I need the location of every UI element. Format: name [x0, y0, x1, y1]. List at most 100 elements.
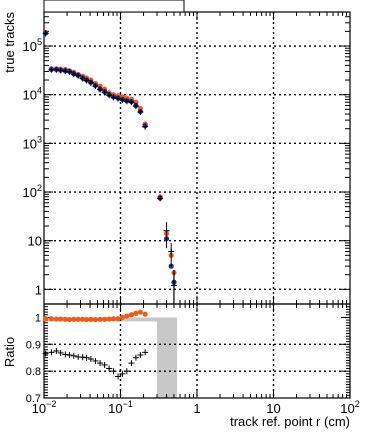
ratio-series-0-point — [83, 316, 90, 323]
main-series-2-point — [75, 72, 82, 79]
y-tick-label: 103 — [23, 134, 42, 151]
y-tick-label-base: 10 — [23, 185, 37, 200]
ratio-series-0-point — [128, 312, 135, 318]
ratio-series-0-point — [97, 316, 103, 322]
x-tick-label-exp: −1 — [123, 399, 133, 409]
x-tick-label: 1 — [193, 401, 200, 416]
main-series-2-point — [79, 75, 86, 82]
main-series-2-point — [101, 89, 108, 96]
main-y-axis-label: true tracks — [2, 12, 17, 73]
x-tick-label-base: 10 — [266, 401, 280, 416]
ratio-series-0-point — [133, 310, 139, 316]
ratio-series-1-point — [132, 354, 139, 361]
ratio-series-1-point — [119, 370, 126, 377]
y-tick-label: 104 — [23, 86, 42, 103]
main-series-2-point — [132, 103, 139, 110]
title-box — [43, 0, 185, 13]
ratio-series-1-point — [83, 354, 90, 361]
main-series-2-point — [87, 79, 94, 86]
x-tick-label-base: 1 — [193, 401, 200, 416]
ratio-series-1-point — [101, 361, 108, 368]
x-tick-label: 10−2 — [32, 399, 57, 416]
main-series-2-point — [123, 98, 130, 105]
main-series-2-point — [92, 83, 99, 90]
main-series-2-point — [97, 86, 104, 93]
ratio-y-tick-label: 1 — [35, 312, 41, 324]
main-series-2-point — [70, 71, 77, 78]
y-tick-label-base: 10 — [23, 136, 37, 151]
ratio-series-0-point — [58, 316, 64, 322]
x-tick-label: 102 — [340, 399, 359, 416]
ratio-series-1-point — [128, 360, 135, 367]
ratio-series-0-point — [106, 316, 112, 322]
x-tick-label: 10−1 — [108, 399, 133, 416]
ratio-series-1-point — [123, 368, 130, 375]
ratio-series-1-point — [106, 365, 113, 372]
main-series-2-point — [115, 95, 122, 102]
y-tick-label-exp: 5 — [37, 37, 42, 47]
ratio-series-0-point — [124, 313, 130, 319]
y-tick-label-base: 10 — [23, 39, 37, 54]
ratio-y-tick-label: 0.8 — [26, 366, 41, 378]
main-series-2-point — [157, 195, 164, 202]
ratio-series-0-point — [66, 316, 73, 323]
ratio-series-0-point — [137, 309, 143, 315]
ratio-series-1-point — [57, 349, 64, 356]
x-tick-label: 10 — [266, 401, 280, 416]
ratio-series-0-point — [115, 316, 121, 322]
ratio-series-1-point — [62, 351, 69, 358]
y-tick-label-exp: 2 — [37, 183, 42, 193]
main-series-2-point — [142, 123, 149, 130]
ratio-series-0-point — [53, 316, 59, 322]
ratio-series-1-point — [142, 349, 149, 356]
ratio-series-0-point — [71, 316, 77, 322]
x-tick-label-exp: −2 — [46, 399, 56, 409]
y-tick-label: 1 — [35, 282, 42, 297]
ratio-series-1-point — [53, 348, 60, 354]
ratio-series-0-point — [62, 316, 68, 322]
y-tick-label-exp: 4 — [37, 86, 42, 96]
ratio-series-0-point — [75, 316, 81, 322]
y-tick-label-base: 1 — [35, 282, 42, 297]
ratio-series-1-point — [137, 352, 144, 359]
main-series-2-point — [57, 67, 64, 74]
ratio-series-1-point — [92, 357, 99, 364]
main-series-2-point — [119, 96, 126, 103]
y-tick-label: 105 — [23, 37, 42, 54]
main-series-2-point — [66, 68, 73, 75]
ratio-series-1-point — [70, 352, 77, 359]
ratio-series-1-point — [66, 352, 73, 359]
x-axis-label: track ref. point r (cm) — [230, 414, 350, 429]
ratio-series-0-point — [43, 316, 49, 322]
y-tick-label: 10 — [28, 234, 42, 249]
ratio-series-0-point — [88, 316, 94, 322]
ratio-series-0-point — [48, 316, 55, 322]
x-tick-label-base: 10 — [108, 401, 122, 416]
main-series-2-point — [137, 109, 144, 116]
y-tick-label: 102 — [23, 183, 42, 200]
ratio-uncertainty-band — [156, 317, 178, 398]
ratio-series-1-point — [115, 373, 122, 380]
main-series-2-point — [83, 77, 90, 84]
ratio-series-1-point — [97, 360, 104, 367]
ratio-y-tick-label: 0.9 — [26, 339, 41, 351]
ratio-series-1-point — [42, 350, 49, 357]
y-tick-label-base: 10 — [28, 234, 42, 249]
ratio-series-0-point — [102, 316, 108, 322]
ratio-series-0-point — [119, 314, 126, 321]
ratio-series-1-point — [110, 368, 117, 375]
ratio-series-1-point — [87, 356, 94, 363]
ratio-y-axis-label: Ratio — [2, 337, 17, 367]
ratio-series-1-point — [79, 354, 86, 361]
y-tick-label-base: 10 — [23, 88, 37, 103]
main-series-2-point — [62, 68, 69, 75]
ratio-series-0-point — [92, 316, 99, 323]
x-tick-label-exp: 2 — [355, 399, 360, 409]
ratio-series-0-point — [142, 311, 148, 317]
main-series-2-point — [110, 94, 117, 101]
x-tick-label-base: 10 — [32, 401, 46, 416]
x-tick-label-base: 10 — [340, 401, 354, 416]
main-series-2-point — [42, 30, 49, 37]
